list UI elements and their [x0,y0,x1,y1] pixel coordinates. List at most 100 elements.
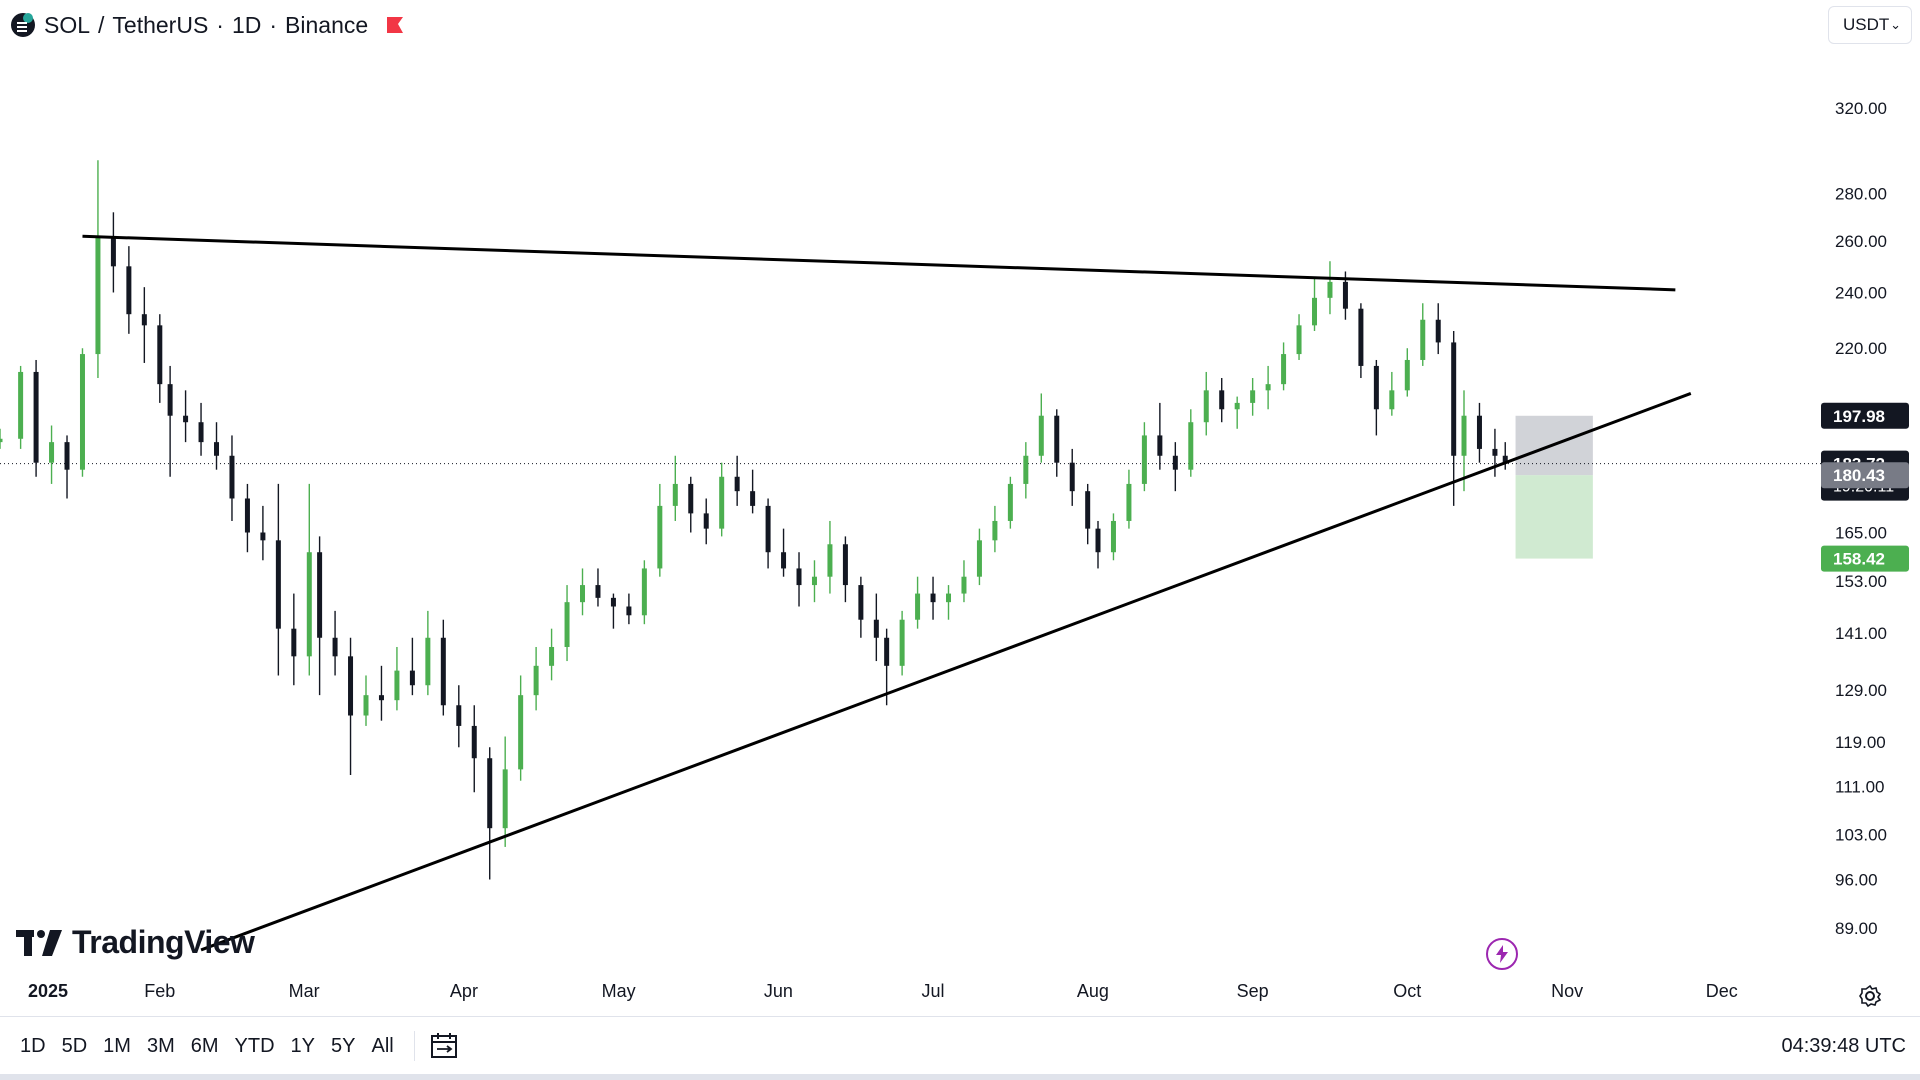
candle-body [291,628,297,657]
range-all-button[interactable]: All [371,1034,394,1057]
candle-body [626,606,632,616]
candle-body [1451,342,1457,456]
candle-body [198,422,204,443]
candle-body [1141,435,1147,484]
candle-body [1342,281,1348,309]
y-tick-label: 119.00 [1835,733,1886,752]
header-dot: · [269,11,278,38]
candle-body [688,483,694,514]
candle-body [110,236,116,267]
candle-body [1461,415,1467,456]
candle-body [141,314,147,326]
candle-body [703,513,709,529]
candle-body [1296,325,1302,355]
candle-body [899,619,905,666]
candle-body [992,520,998,541]
target-price-label-badge [1821,545,1909,572]
candle-body [1476,415,1482,449]
symbol-name[interactable]: SOL [44,11,91,38]
x-tick-label: May [602,981,636,1001]
range-1d-button[interactable]: 1D [20,1034,46,1057]
y-tick-label: 129.00 [1835,681,1887,700]
candle-body [1492,448,1498,456]
resistance-price-label-badge [1821,402,1909,429]
range-5d-button[interactable]: 5D [61,1034,88,1057]
candle-body [409,670,415,686]
candle-body [126,266,132,315]
candle-body [1420,319,1426,360]
price-chart[interactable]: 89.00 96.00 103.00 111.00 119.00 129.00 141.00… [0,0,1920,1016]
candle-body [157,325,163,385]
resistance-trendline[interactable] [82,234,1676,292]
exchange-label[interactable]: Binance [285,11,369,38]
target-zone [1515,475,1593,559]
utc-clock[interactable]: 04:39:48 UTC [1781,1035,1906,1057]
entry-price-label-badge [1821,462,1909,489]
candle-body [858,585,864,620]
range-6m-button[interactable]: 6M [190,1034,219,1057]
candle-body [229,455,235,499]
candle-body [502,769,508,829]
range-5y-button[interactable]: 5Y [331,1034,356,1057]
range-3m-button[interactable]: 3M [146,1034,175,1057]
candle-body [961,576,967,594]
candle-body [734,476,740,492]
quote-name[interactable]: TetherUS [112,11,209,38]
x-tick-label: Feb [144,981,175,1001]
symbol-separator: / [98,11,105,38]
support-trendline[interactable] [200,392,1692,952]
x-tick-label: Dec [1706,981,1738,1001]
tradingview-logo[interactable]: TradingView [16,924,255,961]
y-tick-label: 96.00 [1835,870,1878,889]
y-tick-label: 165.00 [1835,524,1887,543]
candle-body [580,585,586,603]
candle-body [657,505,663,569]
candle-body [1054,415,1060,463]
range-ytd-button[interactable]: YTD [234,1034,275,1057]
candle-body [363,695,369,716]
candle-body [1157,435,1163,456]
candle-body [1007,483,1013,521]
flag-icon[interactable] [386,16,404,34]
range-buttons: 1D 5D 1M 3M 6M YTD 1Y 5Y All [12,1028,402,1064]
x-tick-label: Nov [1551,981,1583,1001]
price-axis[interactable]: 89.00 96.00 103.00 111.00 119.00 129.00 141.00… [1821,99,1909,938]
toolbar-divider [413,1030,415,1061]
y-tick-label: 240.00 [1835,283,1887,302]
candle-body [275,540,281,629]
y-tick-label: 220.00 [1835,339,1887,358]
bottom-toolbar: 1D 5D 1M 3M 6M YTD 1Y 5Y All 04:39:48 UT… [0,1016,1920,1074]
candle-body [1172,455,1178,470]
y-tick-label: 141.00 [1835,624,1887,643]
candle-body [1069,462,1075,492]
calendar-range-icon[interactable] [429,1031,459,1061]
trendlines[interactable] [82,234,1692,952]
candle-body [332,637,338,657]
candles [0,160,1508,880]
candle-body [244,498,250,533]
range-1m-button[interactable]: 1M [103,1034,131,1057]
x-tick-label: Oct [1393,981,1421,1001]
position-zones [0,415,1825,559]
candle-body [1502,455,1508,464]
candle-body [564,602,570,647]
gear-icon[interactable] [1858,984,1882,1008]
range-1y-button[interactable]: 1Y [290,1034,316,1057]
currency-select[interactable]: USDT ⌄ [1828,6,1912,44]
candle-body [1265,384,1271,391]
time-axis[interactable]: 2025 Feb Mar Apr May Jun Jul Aug Sep Oct Nov Dec [28,981,1738,1001]
bolt-icon[interactable] [1486,938,1518,970]
candle-body [1219,390,1225,410]
x-tick-label: Mar [289,981,320,1001]
solana-logo-icon [11,13,35,37]
candle-body [1110,520,1116,553]
candle-body [641,568,647,616]
candle-body [1435,319,1441,343]
candle-body [884,637,890,666]
timeframe-label[interactable]: 1D [231,11,262,38]
candle-body [1085,491,1091,529]
candle-body [672,483,678,506]
candle-body [796,568,802,586]
candle-body [306,552,312,657]
candle-body [1250,390,1256,403]
